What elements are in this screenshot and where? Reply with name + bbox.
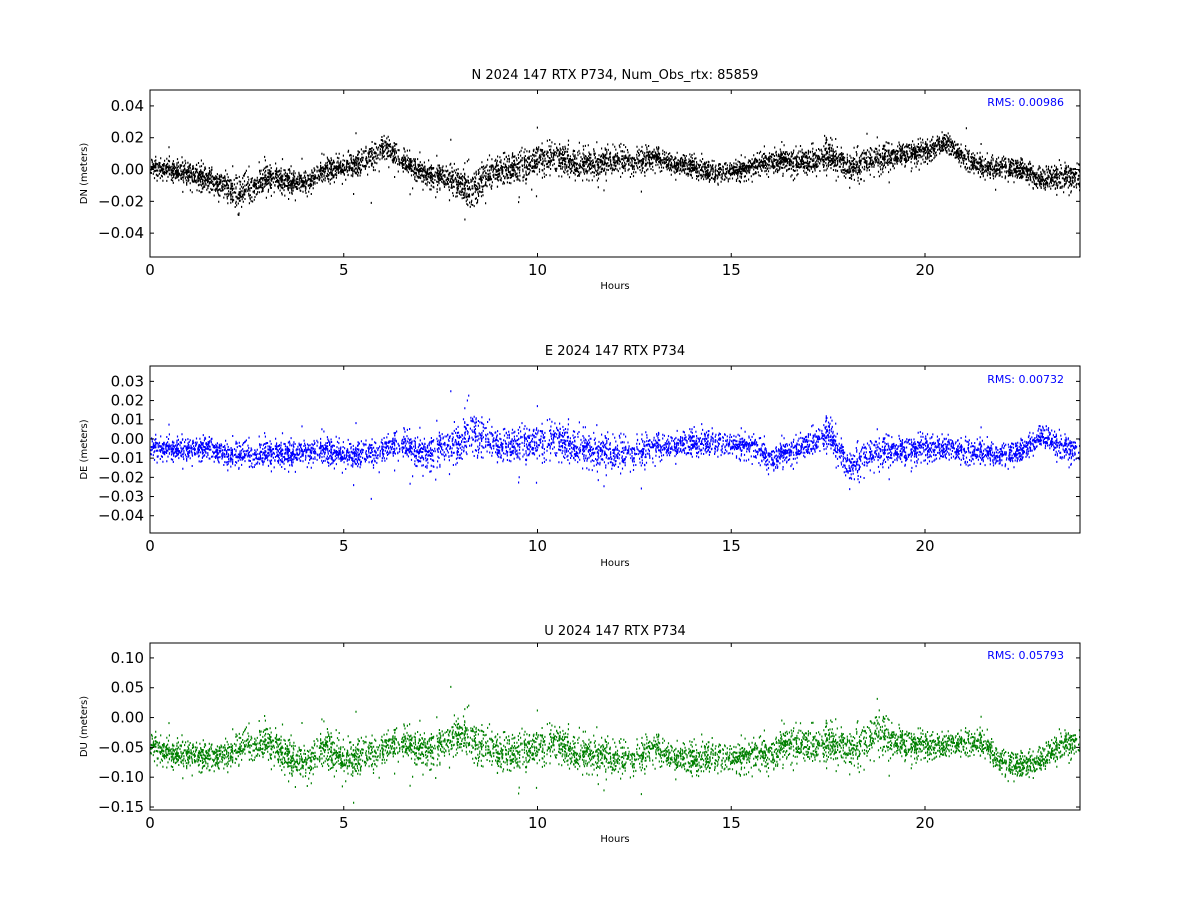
x-tick-label: 5 xyxy=(339,261,349,279)
x-tick-label: 10 xyxy=(528,261,547,279)
data-points-layer xyxy=(150,126,1080,221)
rms-annotation: RMS: 0.00986 xyxy=(987,96,1064,109)
y-tick-label: 0.00 xyxy=(111,161,144,179)
chart-title: E 2024 147 RTX P734 xyxy=(545,344,685,359)
y-tick-label: 0.10 xyxy=(111,649,144,667)
ticks-layer: 0 5 10 15 20 −0.15 −0.10 −0.05 0.00 0.05 0.10 xyxy=(98,643,1080,832)
axes-frame xyxy=(149,365,1081,534)
rms-annotation: RMS: 0.05793 xyxy=(987,649,1064,662)
y-tick-label: 0.00 xyxy=(111,430,144,448)
x-tick-label: 10 xyxy=(528,537,547,555)
chart-panel-du: U 2024 147 RTX P734 0 5 10 15 20 −0.15 −0.10 −0… xyxy=(79,624,1081,845)
y-tick-label: −0.04 xyxy=(98,224,144,242)
ticks-layer: 0 5 10 15 20 −0.04 −0.02 0.00 0.02 0.04 xyxy=(98,90,1080,279)
x-tick-label: 15 xyxy=(722,537,741,555)
chart-title: N 2024 147 RTX P734, Num_Obs_rtx: 85859 xyxy=(472,68,759,83)
y-tick-label: −0.01 xyxy=(98,449,144,467)
y-tick-label: −0.03 xyxy=(98,488,144,506)
chart-title: U 2024 147 RTX P734 xyxy=(544,624,686,639)
x-tick-label: 20 xyxy=(915,814,934,832)
x-tick-label: 5 xyxy=(339,537,349,555)
data-point-cloud xyxy=(150,126,1080,221)
y-tick-label: 0.02 xyxy=(111,392,144,410)
y-axis-label: DU (meters) xyxy=(79,696,90,757)
x-tick-label: 20 xyxy=(915,261,934,279)
x-tick-label: 15 xyxy=(722,814,741,832)
axes-frame xyxy=(149,89,1081,258)
x-tick-label: 15 xyxy=(722,261,741,279)
x-axis-label: Hours xyxy=(600,558,629,569)
y-axis-label: DE (meters) xyxy=(79,419,90,479)
ticks-layer: 0 5 10 15 20 −0.04−0.03 −0.02−0.010.000.010.02… xyxy=(98,366,1080,555)
x-tick-label: 0 xyxy=(145,261,155,279)
y-tick-label: 0.01 xyxy=(111,411,144,429)
x-tick-label: 20 xyxy=(915,537,934,555)
y-tick-label: −0.15 xyxy=(98,798,144,816)
chart-panel-dn: N 2024 147 RTX P734, Num_Obs_rtx: 85859 … xyxy=(79,68,1081,292)
x-tick-label: 0 xyxy=(145,814,155,832)
rms-annotation: RMS: 0.00732 xyxy=(987,373,1064,386)
data-point-cloud xyxy=(150,390,1080,500)
y-axis-label: DN (meters) xyxy=(79,143,90,205)
y-tick-label: 0.02 xyxy=(111,129,144,147)
chart-panel-de: E 2024 147 RTX P734 0 5 10 15 20 −0.04−0.03 −0… xyxy=(79,344,1081,569)
x-tick-label: 10 xyxy=(528,814,547,832)
y-tick-label: −0.02 xyxy=(98,468,144,486)
y-tick-label: −0.10 xyxy=(98,768,144,786)
x-tick-label: 5 xyxy=(339,814,349,832)
y-tick-label: 0.03 xyxy=(111,372,144,390)
y-tick-label: −0.04 xyxy=(98,507,144,525)
y-tick-label: 0.05 xyxy=(111,679,144,697)
y-tick-label: −0.05 xyxy=(98,738,144,756)
y-tick-label: 0.00 xyxy=(111,709,144,727)
y-tick-label: 0.04 xyxy=(111,97,144,115)
x-tick-label: 0 xyxy=(145,537,155,555)
x-axis-label: Hours xyxy=(600,834,629,845)
data-points-layer xyxy=(150,685,1080,804)
y-tick-label: −0.02 xyxy=(98,192,144,210)
data-points-layer xyxy=(150,390,1080,500)
axes-frame xyxy=(149,642,1081,811)
data-point-cloud xyxy=(150,685,1080,804)
x-axis-label: Hours xyxy=(600,281,629,292)
